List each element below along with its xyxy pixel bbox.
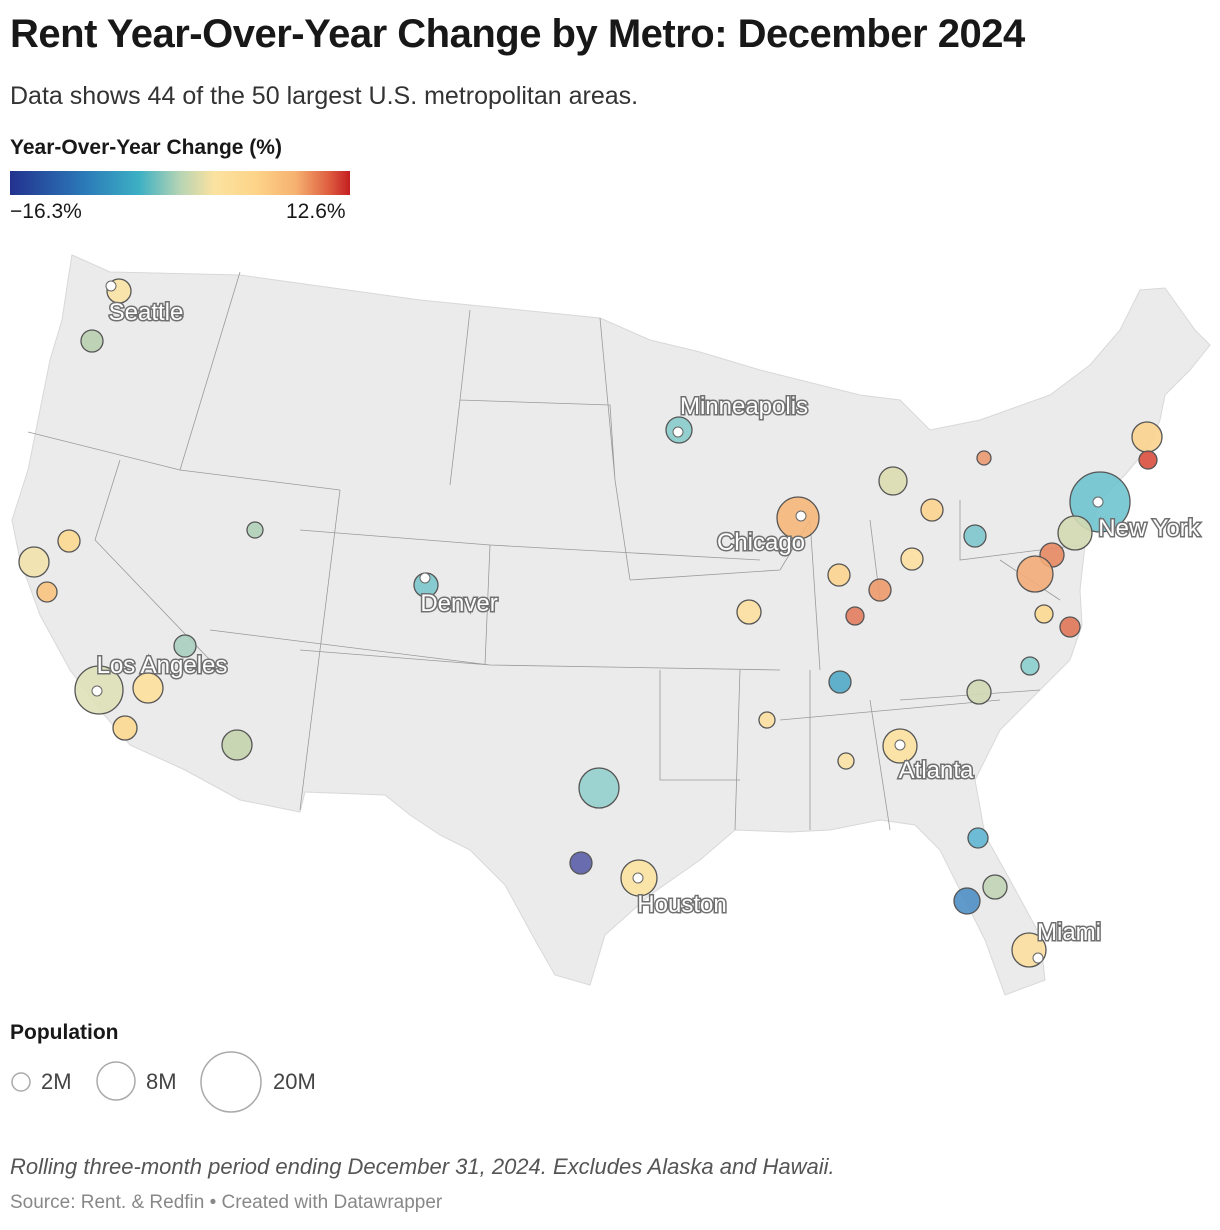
metro-bubble[interactable] — [80, 329, 104, 353]
metro-bubble[interactable] — [758, 711, 776, 729]
metro-bubble[interactable] — [1059, 616, 1081, 638]
metro-bubble[interactable] — [112, 715, 138, 741]
metro-bubble[interactable] — [878, 466, 908, 496]
us-land-outline — [11, 254, 1211, 996]
metro-bubble[interactable] — [953, 887, 981, 915]
city-label: Minneapolis — [680, 393, 808, 420]
size-legend-label-8m: 8M — [146, 1069, 177, 1094]
color-legend-max: 12.6% — [286, 200, 346, 223]
city-marker-dot — [105, 280, 117, 292]
city-marker-dot — [894, 739, 906, 751]
city-marker-dot — [419, 572, 431, 584]
metro-bubble[interactable] — [246, 521, 264, 539]
size-legend-circle-2m — [11, 1072, 31, 1092]
color-legend-min: −16.3% — [10, 200, 82, 223]
metro-bubble[interactable] — [963, 524, 987, 548]
city-marker-dot — [1032, 952, 1044, 964]
color-legend-title: Year-Over-Year Change (%) — [10, 136, 282, 159]
city-label: New York — [1098, 515, 1200, 542]
size-legend-label-20m: 20M — [273, 1069, 316, 1094]
city-marker-dot — [632, 872, 644, 884]
metro-bubble[interactable] — [837, 752, 855, 770]
size-legend-circle-20m — [200, 1051, 262, 1113]
metro-bubble[interactable] — [736, 599, 762, 625]
metro-bubble[interactable] — [900, 547, 924, 571]
size-legend-label-2m: 2M — [41, 1069, 72, 1094]
metro-bubble[interactable] — [1131, 421, 1163, 453]
size-legend-title: Population — [10, 1021, 119, 1044]
city-label: Denver — [420, 590, 497, 617]
size-legend-circles — [11, 1051, 262, 1113]
source-credit: Source: Rent. & Redfin • Created with Da… — [10, 1192, 443, 1213]
metro-bubble[interactable] — [18, 546, 50, 578]
metro-bubble[interactable] — [976, 450, 992, 466]
metro-bubble[interactable] — [1138, 450, 1158, 470]
chart-title: Rent Year-Over-Year Change by Metro: Dec… — [10, 12, 1025, 56]
metro-bubble[interactable] — [827, 563, 851, 587]
metro-bubble[interactable] — [1057, 515, 1093, 551]
chart-subtitle: Data shows 44 of the 50 largest U.S. met… — [10, 82, 639, 110]
city-label: Seattle — [109, 299, 184, 326]
city-label: Miami — [1037, 919, 1101, 946]
metro-bubble[interactable] — [967, 827, 989, 849]
metro-bubble[interactable] — [569, 851, 593, 875]
metro-bubble[interactable] — [173, 634, 197, 658]
metro-bubble[interactable] — [578, 767, 620, 809]
color-legend-gradient — [10, 171, 350, 195]
metro-bubble[interactable] — [868, 578, 892, 602]
metro-bubble[interactable] — [828, 670, 852, 694]
metro-bubble[interactable] — [36, 581, 58, 603]
city-label: Chicago — [717, 529, 805, 556]
city-marker-dot — [91, 685, 103, 697]
footnote: Rolling three-month period ending Decemb… — [10, 1154, 835, 1179]
size-legend-circle-8m — [96, 1061, 136, 1101]
metro-bubble[interactable] — [221, 729, 253, 761]
city-marker-dot — [672, 426, 684, 438]
metro-bubble[interactable] — [57, 529, 81, 553]
city-label: Atlanta — [899, 757, 974, 784]
metro-bubble[interactable] — [845, 606, 865, 626]
metro-bubble[interactable] — [1020, 656, 1040, 676]
city-marker-dot — [1092, 496, 1104, 508]
metro-bubble[interactable] — [1034, 604, 1054, 624]
city-marker-dot — [795, 510, 807, 522]
city-label: Los Angeles — [97, 652, 228, 679]
metro-bubble[interactable] — [920, 498, 944, 522]
city-labels: Seattle Los Angeles Denver Houston Minneapol… — [91, 280, 1202, 964]
metro-bubble[interactable] — [966, 679, 992, 705]
metro-bubble[interactable] — [982, 874, 1008, 900]
city-label: Houston — [637, 891, 726, 918]
metro-bubble[interactable] — [1016, 555, 1054, 593]
metro-bubble[interactable] — [132, 672, 164, 704]
